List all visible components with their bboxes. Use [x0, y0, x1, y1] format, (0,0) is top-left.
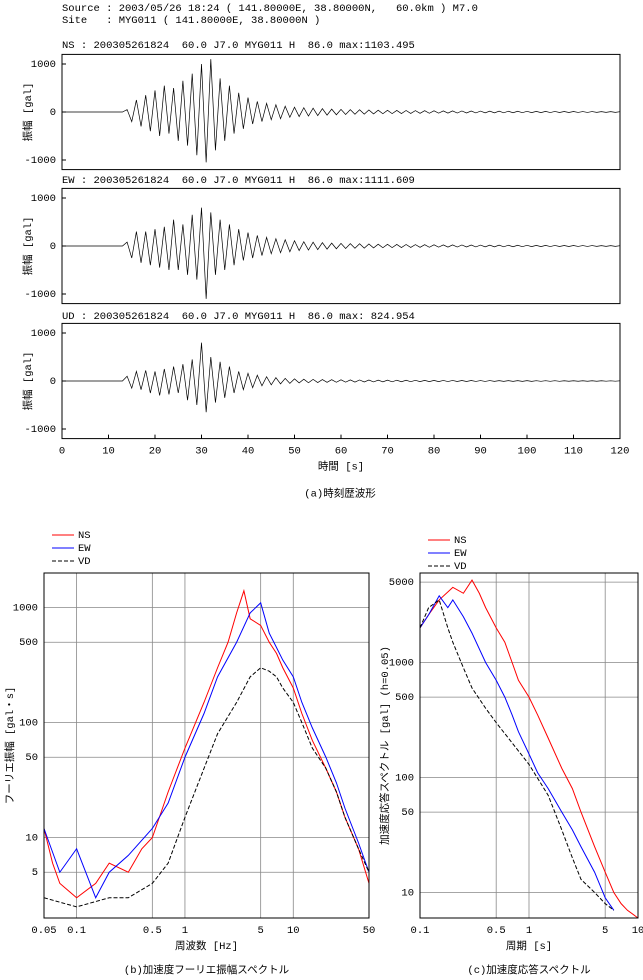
x-tick-label: 40 [242, 445, 255, 457]
y-tick-label: 50 [25, 752, 38, 764]
data-line [419, 579, 639, 919]
x-tick-label: 5 [258, 925, 264, 937]
legend-label: VD [78, 556, 91, 568]
x-tick-label: 60 [335, 445, 348, 457]
y-tick-label: 1000 [31, 59, 56, 71]
panel-title: NS : 200305261824 60.0 J7.0 MYG011 H 86.… [62, 40, 415, 52]
data-line [62, 207, 621, 299]
x-axis-label: 周期 [s] [506, 940, 552, 953]
x-tick-label: 0.5 [487, 925, 506, 937]
x-tick-label: 0.5 [143, 925, 162, 937]
x-tick-label: 0.1 [67, 925, 86, 937]
y-tick-label: 0 [50, 107, 56, 119]
caption: (c)加速度応答スペクトル [467, 963, 590, 977]
y-tick-label: 0 [50, 376, 56, 388]
x-tick-label: 10 [102, 445, 115, 457]
x-axis-label: 周波数 [Hz] [175, 939, 238, 953]
x-tick-label: 0 [59, 445, 65, 457]
y-axis-label: 振幅 [gal] [21, 217, 35, 276]
plot-frame [61, 187, 621, 305]
data-line [419, 594, 615, 911]
data-line [43, 601, 370, 899]
y-axis-label: 加速度応答スペクトル [gal] (h=0.05) [378, 646, 392, 845]
panel-title: UD : 200305261824 60.0 J7.0 MYG011 H 86.… [62, 311, 415, 323]
y-tick-label: 100 [19, 717, 38, 729]
y-axis-label: 振幅 [gal] [21, 352, 35, 411]
x-tick-label: 0.05 [31, 925, 56, 937]
y-tick-label: 10 [25, 832, 38, 844]
data-line [419, 599, 615, 911]
x-tick-label: 50 [363, 925, 376, 937]
y-tick-label: 500 [19, 637, 38, 649]
x-tick-label: 90 [474, 445, 487, 457]
x-tick-label: 10 [632, 925, 643, 937]
y-tick-label: 1000 [13, 602, 38, 614]
plot-frame [61, 53, 621, 171]
y-tick-label: 50 [401, 807, 414, 819]
x-tick-label: 80 [428, 445, 441, 457]
x-tick-label: 20 [149, 445, 162, 457]
y-axis-label: 振幅 [gal] [21, 83, 35, 142]
x-tick-label: 1 [526, 925, 532, 937]
x-tick-label: 100 [518, 445, 537, 457]
x-tick-label: 0.1 [411, 925, 430, 937]
plot-frame [419, 572, 639, 919]
header-line: Site : MYG011 ( 141.80000E, 38.80000N ) [62, 15, 320, 27]
y-tick-label: 500 [395, 692, 414, 704]
y-tick-label: 5000 [389, 577, 414, 589]
data-line [62, 59, 621, 163]
plot-frame [61, 322, 621, 440]
data-line [62, 342, 621, 413]
legend-label: VD [454, 561, 467, 573]
data-line [43, 667, 370, 908]
x-tick-label: 10 [287, 925, 300, 937]
y-tick-label: -1000 [24, 289, 56, 301]
caption: (a)時刻歴波形 [304, 486, 376, 500]
caption: (b)加速度フーリエ振幅スペクトル [124, 963, 289, 977]
x-tick-label: 110 [564, 445, 583, 457]
y-tick-label: 1000 [389, 657, 414, 669]
plot-frame [43, 572, 370, 919]
legend-label: EW [454, 548, 467, 560]
x-tick-label: 120 [611, 445, 630, 457]
x-tick-label: 1 [182, 925, 188, 937]
legend-label: EW [78, 543, 91, 555]
y-tick-label: 1000 [31, 328, 56, 340]
x-tick-label: 5 [602, 925, 608, 937]
x-axis-label: 時間 [s] [318, 460, 364, 473]
y-tick-label: 0 [50, 241, 56, 253]
legend-label: NS [454, 535, 467, 547]
x-tick-label: 30 [195, 445, 208, 457]
y-tick-label: -1000 [24, 424, 56, 436]
x-tick-label: 50 [288, 445, 301, 457]
legend-label: NS [78, 530, 91, 542]
panel-title: EW : 200305261824 60.0 J7.0 MYG011 H 86.… [62, 175, 415, 187]
y-axis-label: フーリエ振幅 [gal・s] [3, 687, 17, 805]
header-line: Source : 2003/05/26 18:24 ( 141.80000E, … [62, 3, 478, 15]
y-tick-label: 5 [32, 867, 38, 879]
x-tick-label: 70 [381, 445, 394, 457]
y-tick-label: -1000 [24, 155, 56, 167]
y-tick-label: 1000 [31, 193, 56, 205]
y-tick-label: 100 [395, 772, 414, 784]
y-tick-label: 10 [401, 887, 414, 899]
data-line [43, 588, 370, 899]
